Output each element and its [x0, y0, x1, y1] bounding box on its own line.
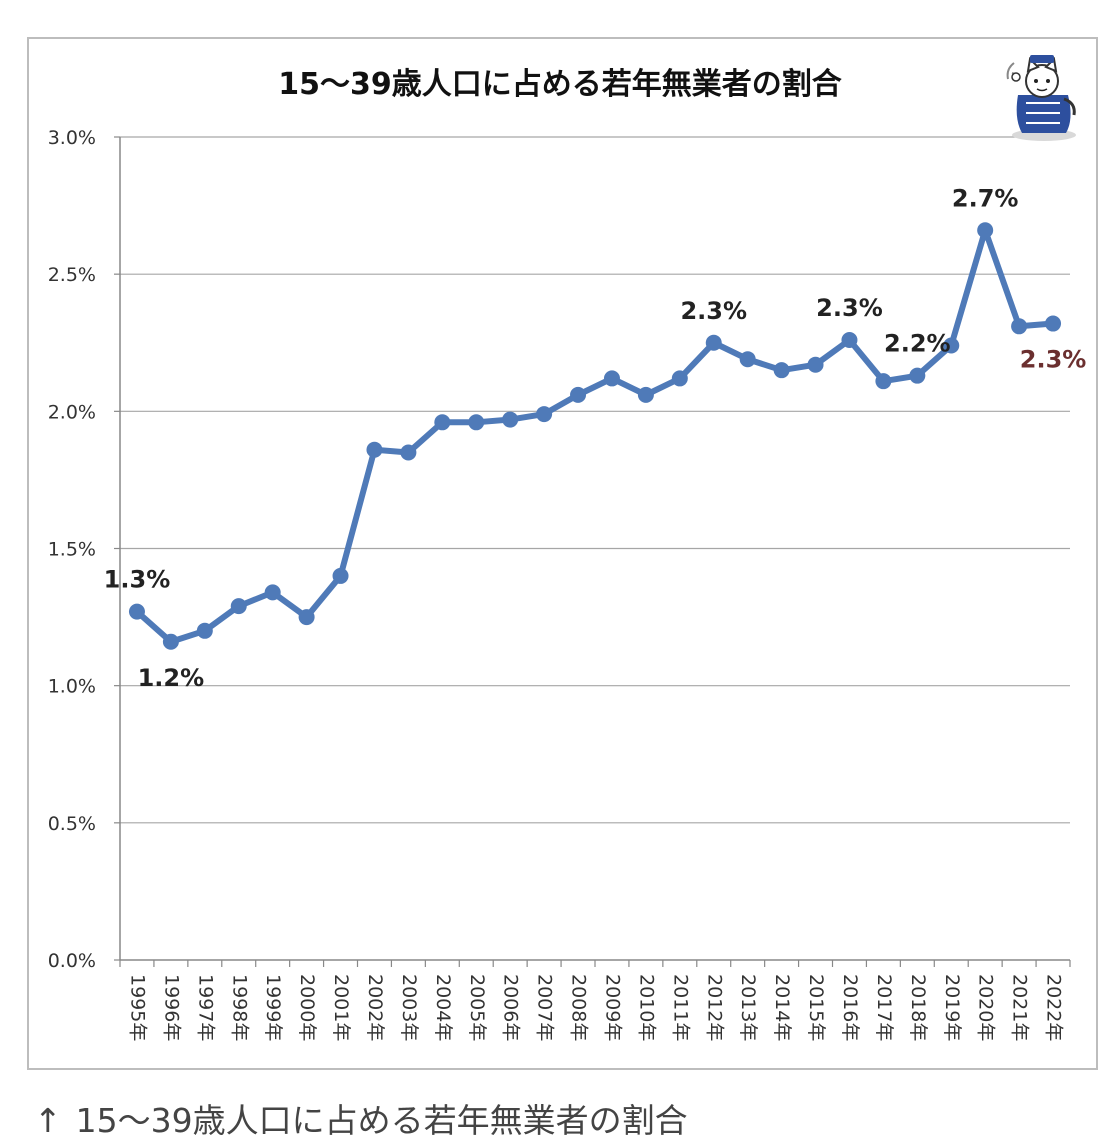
y-tick-label: 2.0%: [48, 401, 96, 423]
data-point: [671, 370, 688, 387]
data-point: [807, 356, 824, 373]
data-point: [773, 362, 790, 379]
data-point: [909, 367, 926, 384]
gridlines: [120, 136, 1070, 824]
data-point: [128, 603, 145, 620]
x-tick-label: 2002年: [364, 974, 386, 1041]
y-tick-label: 1.5%: [48, 539, 96, 561]
caption-text: 15〜39歳人口に占める若年無業者の割合: [75, 1101, 688, 1140]
data-point: [875, 373, 892, 390]
line-chart: 15〜39歳人口に占める若年無業者の割合 0.0% 0.5% 1.0% 1.5% 2.0…: [48, 55, 1087, 1041]
figure-caption: ↑ 15〜39歳人口に占める若年無業者の割合: [34, 1094, 688, 1142]
data-labels: 1.3%1.2%2.3% 2.3%2.2%2.7%2.3%: [104, 184, 1087, 692]
data-point: [536, 406, 553, 423]
data-point: [434, 414, 451, 431]
x-tick-label: 2007年: [534, 974, 556, 1041]
data-point: [943, 337, 960, 354]
x-tick-label: 2008年: [568, 974, 590, 1041]
data-point: [1045, 315, 1062, 332]
x-tick-label: 2003年: [398, 974, 420, 1041]
x-tick-label: 2011年: [669, 974, 691, 1041]
x-tick-label: 1997年: [194, 974, 216, 1041]
data-point: [366, 441, 383, 458]
data-point: [570, 386, 587, 403]
cat-mascot-icon: [1006, 55, 1076, 141]
x-tick-label: 2001年: [330, 974, 352, 1041]
data-label: 2.7%: [952, 184, 1019, 212]
x-tick-label: 2017年: [873, 974, 895, 1041]
y-tick-label: 2.5%: [48, 264, 96, 286]
y-tick-label: 0.0%: [48, 950, 96, 972]
x-tick-label: 1999年: [262, 974, 284, 1041]
data-point: [400, 444, 417, 461]
series-line: [128, 222, 1062, 650]
data-point: [298, 609, 315, 626]
x-tick-label: 2005年: [466, 974, 488, 1041]
x-tick-label: 2010年: [635, 974, 657, 1041]
data-label: 2.3%: [1020, 346, 1087, 374]
data-point: [705, 334, 722, 351]
data-point: [739, 351, 756, 368]
x-tick-label: 2015年: [805, 974, 827, 1041]
data-label: 2.3%: [816, 294, 883, 322]
x-tick-label: 2014年: [771, 974, 793, 1041]
x-tick-label: 1995年: [126, 974, 148, 1041]
x-tick-label: 1998年: [228, 974, 250, 1041]
x-tick-label: 2020年: [975, 974, 997, 1041]
data-point: [502, 411, 519, 428]
data-point: [841, 332, 858, 349]
data-label: 1.3%: [104, 566, 171, 594]
axes: 0.0% 0.5% 1.0% 1.5% 2.0% 2.5% 3.0% 1995年 1996年 19…: [48, 127, 1071, 1041]
y-tick-label: 1.0%: [48, 676, 96, 698]
x-tick-label: 2000年: [296, 974, 318, 1041]
up-arrow-icon: ↑: [34, 1101, 62, 1140]
data-point: [162, 633, 179, 650]
chart-title: 15〜39歳人口に占める若年無業者の割合: [278, 67, 842, 102]
data-label: 2.3%: [680, 297, 747, 325]
data-point: [230, 598, 247, 615]
data-point: [264, 584, 281, 601]
data-point: [603, 370, 620, 387]
x-tick-label: 2021年: [1009, 974, 1031, 1041]
data-point: [468, 414, 485, 431]
data-label: 1.2%: [138, 664, 205, 692]
x-tick-label: 1996年: [160, 974, 182, 1041]
y-tick-label: 0.5%: [48, 813, 96, 835]
data-point: [1011, 318, 1028, 335]
data-point: [637, 386, 654, 403]
data-point: [332, 567, 349, 584]
chart-frame: 15〜39歳人口に占める若年無業者の割合 0.0% 0.5% 1.0% 1.5% 2.0…: [27, 37, 1098, 1070]
x-tick-label: 2019年: [941, 974, 963, 1041]
x-tick-label: 2013年: [737, 974, 759, 1041]
data-label: 2.2%: [884, 330, 951, 358]
x-tick-label: 2022年: [1043, 974, 1065, 1041]
x-tick-label: 2018年: [907, 974, 929, 1041]
data-point: [196, 622, 213, 639]
x-tick-label: 2012年: [703, 974, 725, 1041]
x-tick-label: 2004年: [432, 974, 454, 1041]
y-tick-label: 3.0%: [48, 127, 96, 149]
series-polyline: [133, 227, 1057, 645]
x-tick-label: 2009年: [601, 974, 623, 1041]
data-point: [977, 222, 994, 239]
x-tick-label: 2016年: [839, 974, 861, 1041]
x-tick-label: 2006年: [500, 974, 522, 1041]
